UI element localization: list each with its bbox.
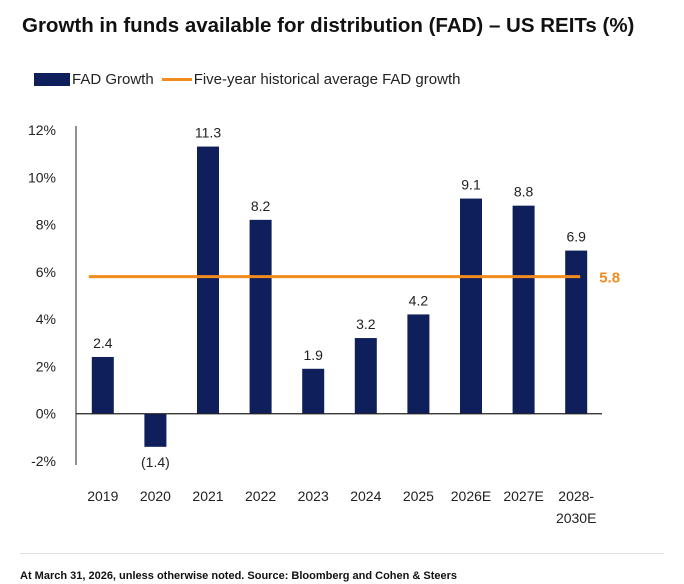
bar	[565, 250, 588, 414]
chart-legend: FAD Growth Five-year historical average …	[34, 68, 460, 90]
bar	[512, 205, 535, 414]
bar	[144, 413, 167, 447]
legend-swatch-average-line	[161, 77, 192, 81]
legend-label-fad-growth: FAD Growth	[72, 70, 154, 88]
legend-label-average-line: Five-year historical average FAD growth	[193, 70, 461, 88]
x-tick-label: 2023	[298, 488, 329, 504]
y-tick-label: 0%	[36, 406, 56, 422]
x-tick-label: 2027E	[503, 488, 543, 504]
data-label: 11.3	[195, 125, 221, 141]
data-label: 2.4	[93, 335, 113, 351]
x-tick-label: 2019	[87, 488, 118, 504]
bar	[249, 219, 272, 414]
data-label: 8.2	[251, 198, 271, 214]
x-tick-label: 2025	[403, 488, 434, 504]
y-tick-label: 2%	[36, 358, 56, 374]
x-tick-label: 2024	[350, 488, 381, 504]
x-tick-label: 2022	[245, 488, 276, 504]
data-label: (1.4)	[141, 454, 170, 470]
bar	[91, 356, 114, 414]
bar-chart: 12% 10% 8% 6% 4% 2% 0% -2% 2.4 (1.4) 11.3 8.2 1.9 3.…	[28, 122, 620, 526]
y-tick-label: 10%	[28, 169, 56, 185]
bars-group	[91, 146, 588, 447]
y-axis: 12% 10% 8% 6% 4% 2% 0% -2%	[28, 122, 77, 469]
x-axis: 2019 2020 2021 2022 2023 2024 2025 2026E 2027E 20…	[76, 413, 602, 526]
y-tick-label: 12%	[28, 122, 56, 138]
data-label: 3.2	[356, 316, 376, 332]
bar	[460, 198, 482, 414]
source-footnote: At March 31, 2026, unless otherwise note…	[20, 570, 458, 582]
legend-swatch-fad-growth	[34, 72, 70, 86]
bar	[302, 368, 325, 414]
data-label: 4.2	[409, 292, 429, 308]
y-tick-label: 4%	[36, 311, 56, 327]
bar	[197, 146, 219, 414]
bar	[407, 314, 430, 414]
bar	[354, 338, 377, 414]
footer-divider	[20, 553, 664, 554]
y-tick-label: 6%	[36, 264, 56, 280]
data-label: 1.9	[303, 347, 323, 363]
data-labels-group: 2.4 (1.4) 11.3 8.2 1.9 3.2 4.2 9.1 8.8 6.9	[93, 125, 586, 470]
average-line-group: 5.8	[88, 270, 620, 287]
x-tick-label: 2030E	[556, 510, 596, 526]
data-label: 8.8	[514, 184, 534, 200]
average-value-label: 5.8	[599, 270, 620, 287]
x-tick-label: 2026E	[451, 488, 491, 504]
y-tick-label: 8%	[36, 217, 56, 233]
y-tick-label: -2%	[31, 453, 56, 469]
chart-title: Growth in funds available for distributi…	[22, 14, 635, 37]
x-tick-label: 2021	[192, 488, 223, 504]
x-tick-label: 2020	[140, 488, 171, 504]
x-tick-label: 2028-	[558, 488, 594, 504]
data-label: 9.1	[461, 177, 481, 193]
data-label: 6.9	[566, 229, 586, 245]
